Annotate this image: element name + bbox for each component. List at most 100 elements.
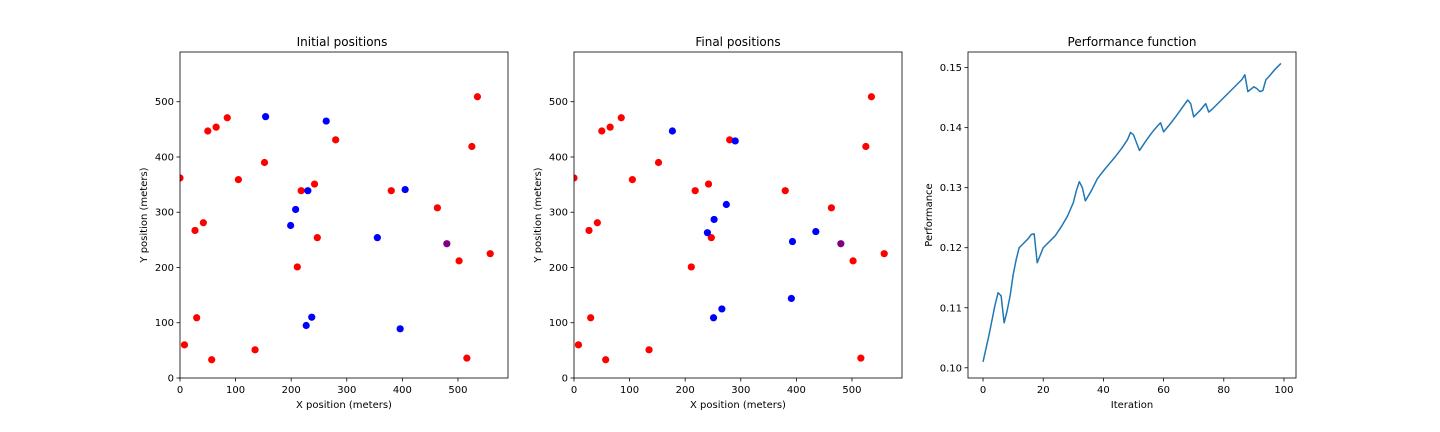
x-tick-label: 0 [177,385,183,396]
red-point [260,158,269,167]
axes-frame [967,51,1297,379]
blue-point [703,229,712,237]
red-point [223,114,231,122]
blue-point [718,305,726,313]
y-axis-label: Y position (meters) [533,167,544,263]
y-tick-label: 400 [549,152,568,163]
y-tick-label: 0 [168,374,174,385]
red-point [251,346,259,354]
red-point [387,187,395,195]
red-point [598,127,606,135]
axes-frame [573,51,903,379]
red-point [781,187,789,195]
x-tick-label: 400 [393,385,412,396]
y-tick-label: 0.10 [940,363,962,374]
y-tick-label: 200 [155,263,174,274]
x-tick-label: 40 [1097,385,1110,396]
red-point [199,219,207,227]
blue-point [308,313,316,321]
series-line [982,62,1282,362]
red-point [827,204,835,212]
red-point [313,234,321,242]
y-tick-label: 0.13 [940,183,962,194]
red-point [707,234,715,242]
blue-point [401,185,409,194]
red-point [880,250,888,258]
y-axis-label: Performance [924,183,935,246]
purple-point [443,240,451,248]
red-point [310,180,319,188]
x-tick-label: 400 [787,385,806,396]
red-point [585,226,593,235]
blue-point [812,227,820,236]
axes-frame [179,51,509,379]
blue-point [262,113,270,121]
red-point [468,142,476,151]
red-point [332,136,340,144]
x-tick-label: 0 [980,385,986,396]
y-tick-label: 200 [549,263,568,274]
blue-point [668,127,677,135]
y-tick-label: 300 [549,208,568,219]
red-point [574,341,583,349]
chart-title: Initial positions [297,35,388,49]
blue-point [788,237,797,246]
red-point [486,250,494,258]
data-marks [574,93,888,364]
x-tick-label: 300 [731,385,750,396]
x-tick-label: 0 [571,385,577,396]
red-point [857,354,865,362]
x-tick-label: 20 [1037,385,1050,396]
x-tick-label: 200 [282,385,301,396]
blue-point [304,187,312,195]
red-point [193,314,201,322]
x-tick-label: 100 [1274,385,1293,396]
x-tick-label: 60 [1157,385,1170,396]
red-point [862,142,870,151]
red-point [645,346,653,354]
x-tick-label: 300 [337,385,356,396]
red-point [691,187,699,195]
y-tick-label: 100 [155,318,174,329]
blue-point [710,215,718,224]
plot-area: 0 100 200 300 400 500 0 100 200 300 400 500 [549,51,903,396]
red-point [180,341,189,349]
red-point [455,257,463,265]
blue-point [302,321,310,330]
blue-point [709,314,718,322]
y-tick-label: 0.12 [940,243,962,254]
blue-point [731,137,739,145]
x-tick-label: 200 [676,385,695,396]
x-tick-label: 80 [1217,385,1230,396]
chart-title: Final positions [695,35,780,49]
y-tick-label: 400 [155,152,174,163]
red-point [433,204,441,212]
red-point [212,123,220,131]
chart-panel-final: Final positions 0 100 200 300 400 500 0 100 200 3… [533,35,903,411]
red-point [602,356,610,364]
x-tick-label: 500 [842,385,861,396]
red-point [687,263,695,271]
y-tick-label: 100 [549,318,568,329]
red-point [587,314,595,322]
plot-area: 0 100 200 300 400 500 0 100 200 300 400 500 [155,51,509,396]
red-point [867,93,876,101]
chart-panel-performance: Performance function 0 20 40 60 80 100 0.10 0.1… [924,35,1297,411]
y-tick-label: 500 [549,97,568,108]
red-point [617,114,625,122]
blue-point [373,234,381,242]
red-point [293,263,301,271]
chart-panel-initial: Initial positions 0 100 200 300 400 500 0 100 20… [139,35,509,411]
y-tick-label: 0.14 [940,123,962,134]
y-tick-label: 0 [562,374,568,385]
red-point [208,356,216,364]
blue-point [292,205,300,214]
red-point [234,176,242,184]
y-tick-label: 500 [155,97,174,108]
red-point [726,136,734,144]
red-point [204,127,212,135]
x-tick-label: 100 [226,385,245,396]
y-axis-label: Y position (meters) [139,167,150,263]
x-axis-label: X position (meters) [296,400,392,411]
